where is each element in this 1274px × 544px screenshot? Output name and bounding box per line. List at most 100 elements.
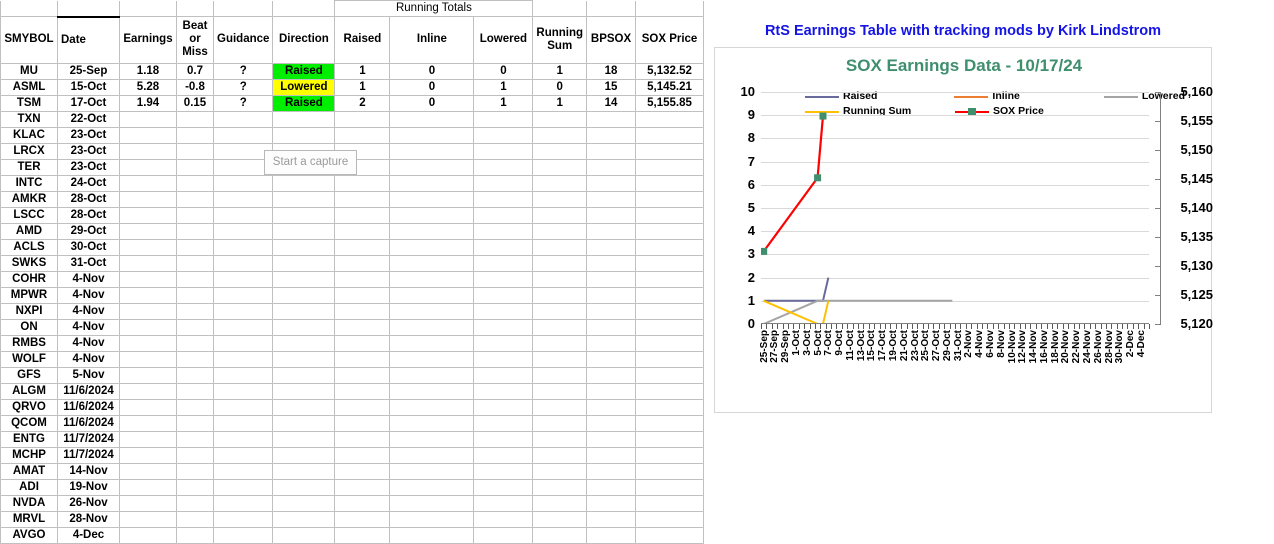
cell-symbol[interactable]: COHR (0, 270, 58, 288)
cell-raised[interactable] (334, 462, 391, 480)
cell-lowered[interactable] (473, 414, 534, 432)
cell-date[interactable]: 4-Nov (57, 318, 120, 336)
cell-beat[interactable] (176, 398, 214, 416)
cell-guidance[interactable] (212, 222, 274, 240)
cell-raised[interactable] (334, 334, 391, 352)
cell-beat[interactable] (176, 238, 214, 256)
table-row[interactable]: MPWR 4-Nov (0, 286, 705, 304)
cell-inline[interactable] (389, 158, 475, 176)
cell-date[interactable]: 4-Nov (57, 286, 120, 304)
cell-raised[interactable] (334, 254, 391, 272)
cell-lowered[interactable] (473, 366, 534, 384)
cell-beat[interactable] (176, 110, 214, 128)
cell-symbol[interactable]: ON (0, 318, 58, 336)
cell-inline[interactable] (389, 174, 475, 192)
cell-bpsox[interactable] (586, 206, 637, 224)
cell-sox_price[interactable] (635, 478, 705, 496)
cell-raised[interactable] (334, 366, 391, 384)
cell-beat[interactable] (176, 430, 214, 448)
cell-date[interactable]: 26-Nov (57, 494, 120, 512)
cell-symbol[interactable]: ASML (0, 78, 58, 96)
cell-guidance[interactable] (212, 446, 274, 464)
cell-earnings[interactable] (119, 446, 177, 464)
cell-earnings[interactable] (119, 526, 177, 544)
cell-bpsox[interactable] (586, 334, 637, 352)
table-row[interactable]: MCHP 11/7/2024 (0, 446, 705, 464)
cell-direction[interactable] (272, 206, 336, 224)
cell-guidance[interactable] (212, 526, 274, 544)
cell-beat[interactable] (176, 174, 214, 192)
cell-bpsox[interactable] (586, 302, 637, 320)
cell-beat[interactable] (176, 446, 214, 464)
cell-beat[interactable]: 0.7 (176, 62, 214, 80)
cell-sox_price[interactable] (635, 110, 705, 128)
cell-direction[interactable] (272, 222, 336, 240)
cell-beat[interactable] (176, 318, 214, 336)
cell-guidance[interactable] (212, 494, 274, 512)
cell-symbol[interactable]: ACLS (0, 238, 58, 256)
cell-raised[interactable]: 2 (334, 94, 391, 112)
cell-bpsox[interactable] (586, 382, 637, 400)
col-header-direction[interactable]: Direction (272, 16, 336, 64)
cell-guidance[interactable] (212, 238, 274, 256)
earnings-table[interactable]: Running Totals SMYBOL Date Earnings Beat… (0, 0, 705, 544)
table-row[interactable]: LRCX 23-Oct (0, 142, 705, 160)
cell-date[interactable]: 22-Oct (57, 110, 120, 128)
cell-direction[interactable] (272, 462, 336, 480)
cell-earnings[interactable] (119, 206, 177, 224)
cell-beat[interactable] (176, 190, 214, 208)
cell-guidance[interactable] (212, 126, 274, 144)
cell-earnings[interactable]: 1.94 (119, 94, 177, 112)
cell-running_sum[interactable] (532, 110, 588, 128)
cell-sox_price[interactable] (635, 398, 705, 416)
table-row[interactable]: RMBS 4-Nov (0, 334, 705, 352)
cell-symbol[interactable]: NXPI (0, 302, 58, 320)
cell-raised[interactable] (334, 430, 391, 448)
cell-raised[interactable] (334, 414, 391, 432)
cell-raised[interactable] (334, 478, 391, 496)
cell-running_sum[interactable] (532, 206, 588, 224)
cell-guidance[interactable] (212, 270, 274, 288)
cell-beat[interactable] (176, 142, 214, 160)
cell-inline[interactable]: 0 (389, 78, 475, 96)
cell-bpsox[interactable] (586, 510, 637, 528)
cell-beat[interactable] (176, 526, 214, 544)
cell-bpsox[interactable]: 15 (586, 78, 637, 96)
legend-item-lowered[interactable]: Lowered (1103, 90, 1185, 102)
cell-raised[interactable] (334, 510, 391, 528)
cell-direction[interactable] (272, 494, 336, 512)
cell-raised[interactable] (334, 318, 391, 336)
cell-lowered[interactable] (473, 190, 534, 208)
cell-running_sum[interactable] (532, 430, 588, 448)
cell-sox_price[interactable] (635, 462, 705, 480)
table-row[interactable]: AMD 29-Oct (0, 222, 705, 240)
cell-lowered[interactable] (473, 398, 534, 416)
cell-beat[interactable] (176, 302, 214, 320)
cell-raised[interactable] (334, 270, 391, 288)
cell-beat[interactable] (176, 270, 214, 288)
cell-date[interactable]: 15-Oct (57, 78, 120, 96)
cell-beat[interactable] (176, 254, 214, 272)
cell-running_sum[interactable] (532, 222, 588, 240)
cell-raised[interactable] (334, 126, 391, 144)
col-header-raised[interactable]: Raised (334, 16, 391, 64)
cell-running_sum[interactable] (532, 366, 588, 384)
cell-lowered[interactable]: 1 (473, 94, 534, 112)
cell-beat[interactable] (176, 382, 214, 400)
cell-earnings[interactable] (119, 190, 177, 208)
cell-running_sum[interactable] (532, 174, 588, 192)
cell-running_sum[interactable] (532, 318, 588, 336)
cell-direction[interactable] (272, 110, 336, 128)
table-row[interactable]: ON 4-Nov (0, 318, 705, 336)
legend-item-sox-price[interactable]: SOX Price (955, 105, 1105, 117)
cell-lowered[interactable] (473, 238, 534, 256)
cell-date[interactable]: 28-Nov (57, 510, 120, 528)
cell-symbol[interactable]: MCHP (0, 446, 58, 464)
cell-guidance[interactable] (212, 174, 274, 192)
cell-lowered[interactable] (473, 318, 534, 336)
cell-running_sum[interactable] (532, 302, 588, 320)
cell-inline[interactable] (389, 142, 475, 160)
cell-date[interactable]: 28-Oct (57, 206, 120, 224)
cell-lowered[interactable] (473, 158, 534, 176)
table-row[interactable]: WOLF 4-Nov (0, 350, 705, 368)
